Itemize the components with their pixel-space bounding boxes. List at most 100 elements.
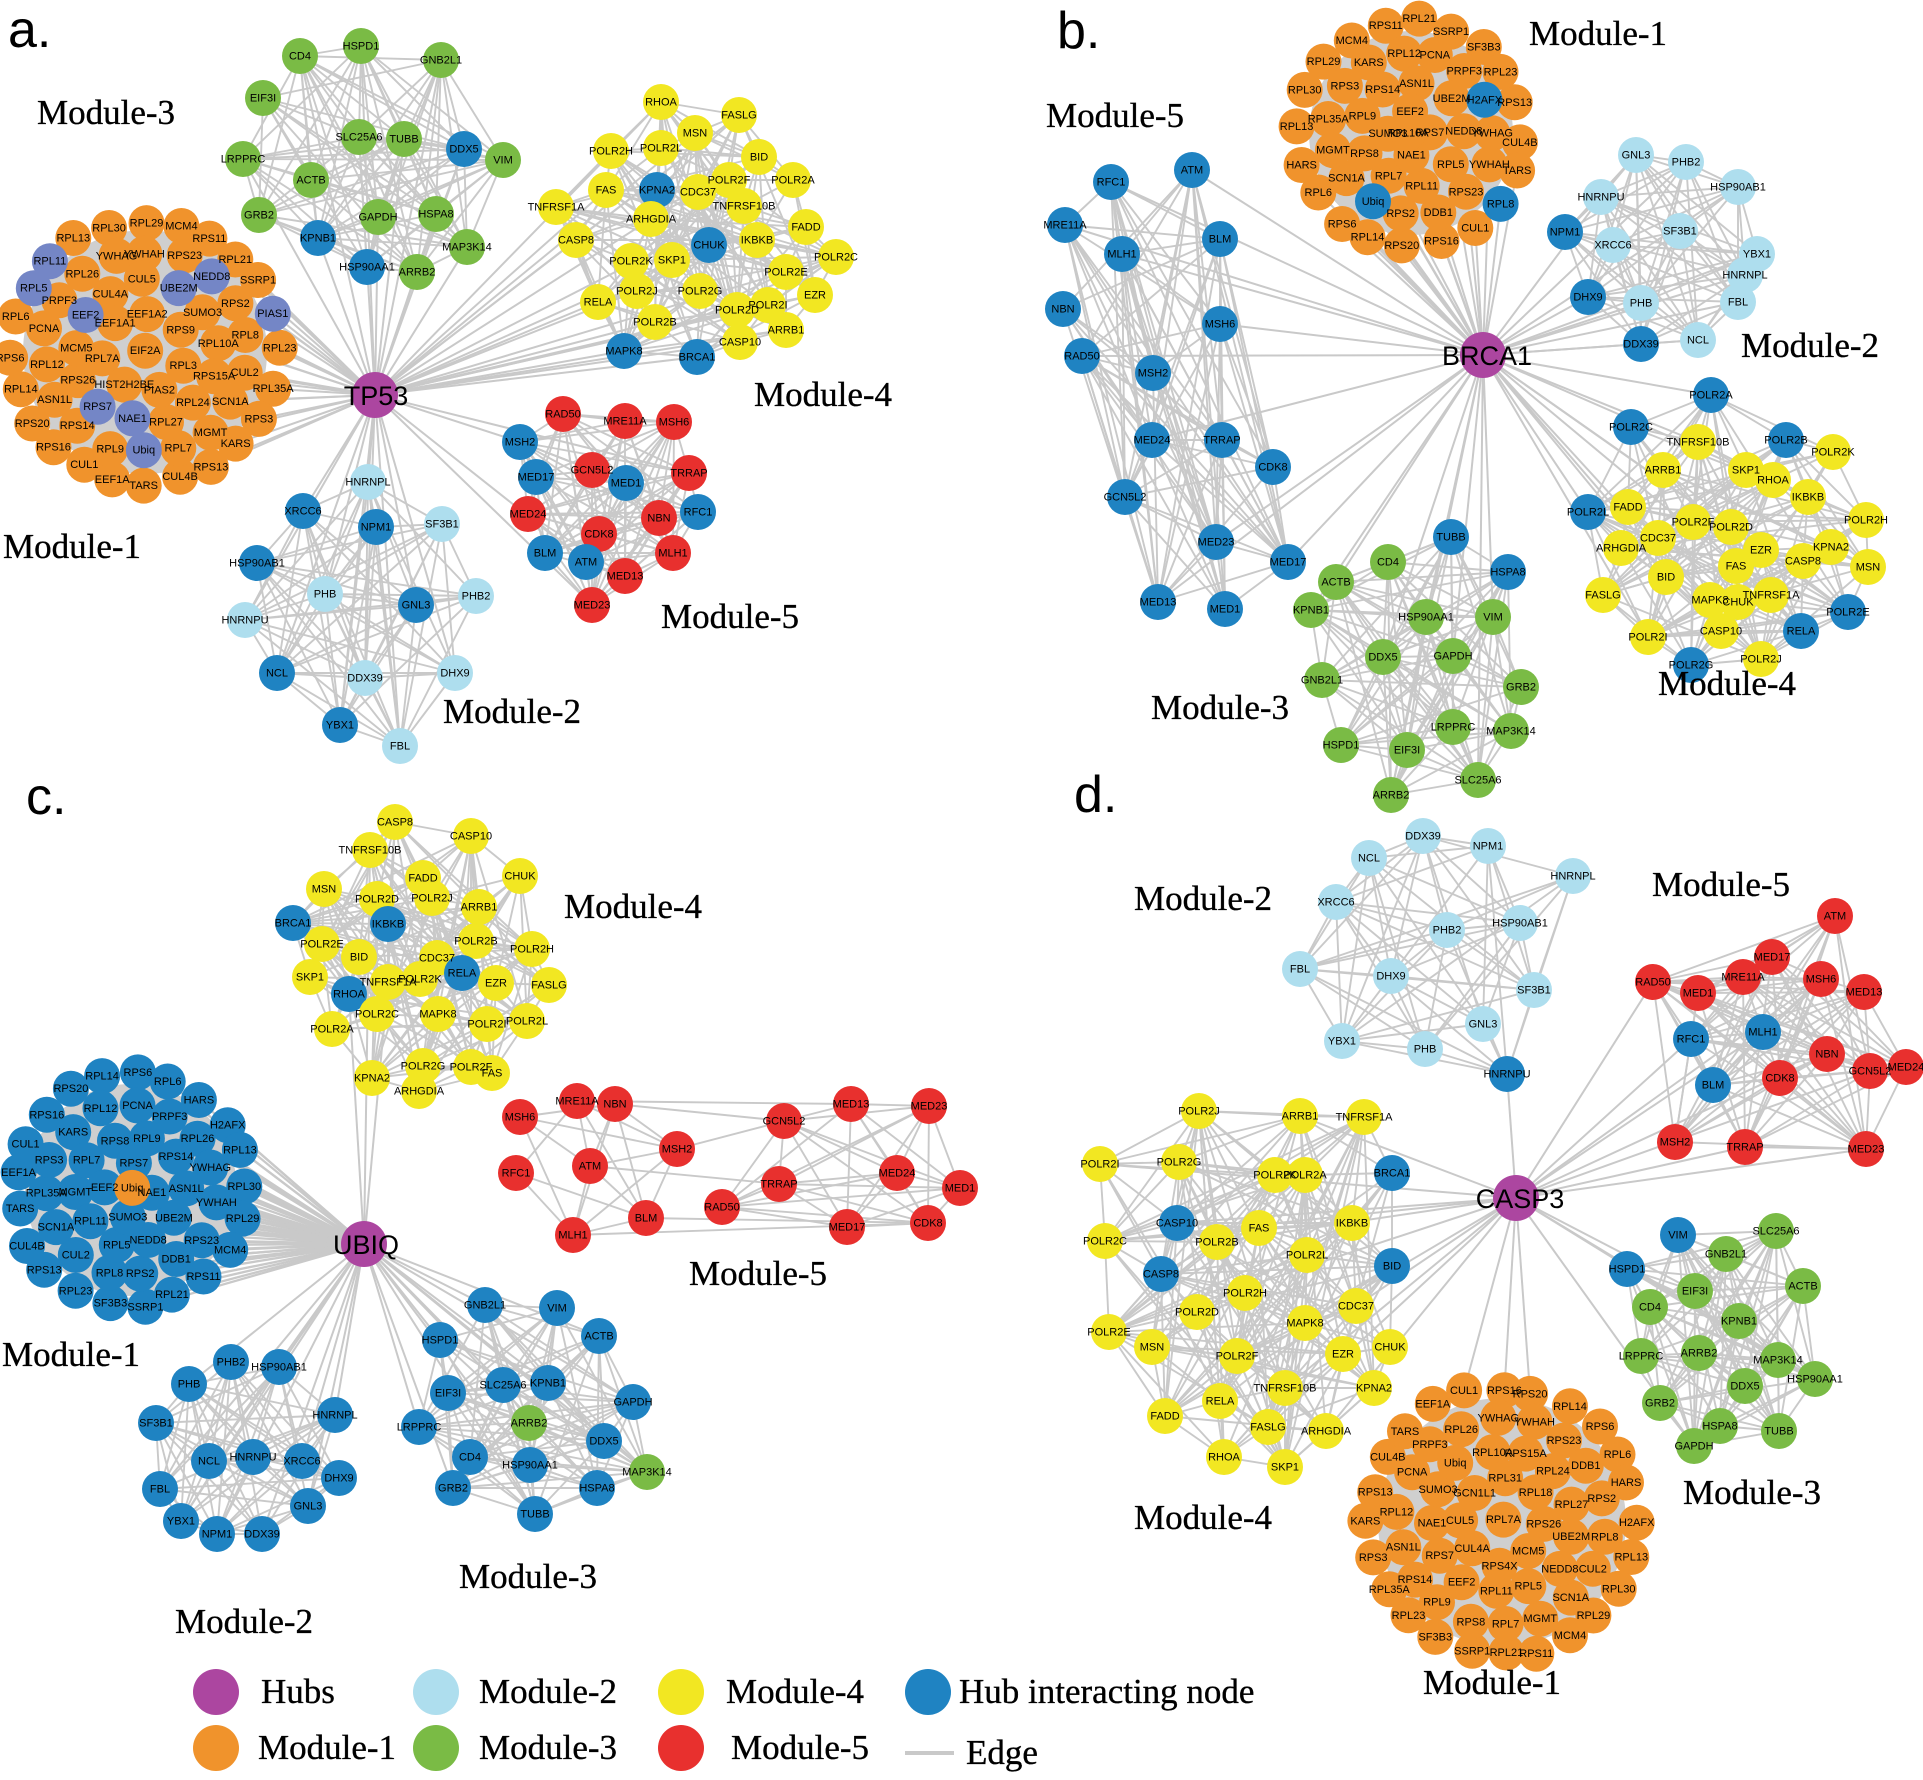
svg-text:CDC37: CDC37: [680, 187, 716, 199]
svg-text:DDB1: DDB1: [1571, 1460, 1600, 1472]
svg-text:Module-1: Module-1: [1529, 14, 1667, 53]
svg-text:EZR: EZR: [1332, 1349, 1354, 1361]
svg-text:DDX39: DDX39: [347, 673, 382, 685]
svg-text:RPL9: RPL9: [96, 444, 124, 456]
svg-text:EZR: EZR: [1750, 545, 1772, 557]
svg-text:EIF3I: EIF3I: [250, 93, 276, 105]
svg-text:RAD50: RAD50: [545, 409, 580, 421]
svg-text:RFC1: RFC1: [1677, 1034, 1706, 1046]
svg-text:RPS13: RPS13: [1497, 97, 1532, 109]
svg-text:RPL27: RPL27: [149, 417, 183, 429]
svg-text:CDK8: CDK8: [584, 529, 613, 541]
svg-text:GNB2L1: GNB2L1: [420, 55, 462, 67]
svg-text:KARS: KARS: [1354, 57, 1384, 69]
svg-text:RPL6: RPL6: [154, 1076, 182, 1088]
svg-text:RPL13: RPL13: [1280, 121, 1314, 133]
svg-text:IKBKB: IKBKB: [372, 919, 404, 931]
svg-text:BLM: BLM: [635, 1213, 658, 1225]
svg-text:GRB2: GRB2: [438, 1483, 468, 1495]
svg-text:HSP90AB1: HSP90AB1: [1710, 182, 1766, 194]
svg-text:RPL8: RPL8: [232, 330, 260, 342]
svg-text:CD4: CD4: [1639, 1302, 1661, 1314]
svg-text:NCL: NCL: [1687, 335, 1709, 347]
svg-text:RPL14: RPL14: [85, 1071, 119, 1083]
svg-text:RHOA: RHOA: [1757, 475, 1789, 487]
svg-text:RPL13: RPL13: [1614, 1552, 1648, 1564]
svg-text:RPL35A: RPL35A: [1308, 114, 1350, 126]
svg-text:RPL12: RPL12: [1380, 1506, 1414, 1518]
svg-text:LRPPRC: LRPPRC: [397, 1422, 442, 1434]
svg-text:CDC37: CDC37: [419, 953, 455, 965]
svg-text:Module-3: Module-3: [459, 1557, 597, 1596]
svg-text:EZR: EZR: [804, 290, 826, 302]
svg-text:Edge: Edge: [966, 1733, 1038, 1772]
svg-text:SUMO3: SUMO3: [1368, 128, 1407, 140]
svg-text:NPM1: NPM1: [1473, 841, 1504, 853]
svg-text:RPS16: RPS16: [36, 442, 71, 454]
svg-text:TNFRSF1A: TNFRSF1A: [528, 202, 586, 214]
svg-text:RPS11: RPS11: [192, 233, 226, 245]
svg-text:HSP90AA1: HSP90AA1: [339, 262, 395, 274]
svg-text:RPL9: RPL9: [133, 1133, 161, 1145]
svg-text:POLR2A: POLR2A: [1283, 1170, 1327, 1182]
svg-text:ATM: ATM: [1181, 165, 1203, 177]
svg-text:RPS3: RPS3: [1359, 1552, 1388, 1564]
svg-text:SSRP1: SSRP1: [127, 1301, 163, 1313]
svg-text:ASN1L: ASN1L: [1386, 1542, 1421, 1554]
svg-text:RPL5: RPL5: [1437, 159, 1465, 171]
svg-text:MSH6: MSH6: [1806, 974, 1837, 986]
svg-text:GAPDH: GAPDH: [1433, 651, 1472, 663]
svg-text:POLR2D: POLR2D: [715, 305, 759, 317]
svg-text:YBX1: YBX1: [167, 1516, 195, 1528]
svg-text:GAPDH: GAPDH: [1674, 1441, 1713, 1453]
svg-text:PHB: PHB: [178, 1379, 201, 1391]
svg-text:POLR2E: POLR2E: [300, 939, 343, 951]
svg-text:Module-1: Module-1: [2, 1335, 140, 1374]
svg-text:PCNA: PCNA: [29, 323, 60, 335]
svg-text:RPL9: RPL9: [1423, 1597, 1451, 1609]
svg-text:MGMT: MGMT: [58, 1187, 92, 1199]
svg-text:TNFRSF1A: TNFRSF1A: [1743, 590, 1801, 602]
svg-text:Module-5: Module-5: [731, 1728, 869, 1767]
svg-text:EEF1A2: EEF1A2: [127, 309, 168, 321]
svg-text:ARRB1: ARRB1: [1282, 1111, 1319, 1123]
svg-text:SLC25A6: SLC25A6: [1454, 775, 1501, 787]
svg-text:PIAS1: PIAS1: [257, 308, 288, 320]
svg-text:YBX1: YBX1: [1743, 249, 1771, 261]
svg-text:CASP10: CASP10: [719, 337, 761, 349]
svg-text:UBE2M: UBE2M: [1552, 1531, 1590, 1543]
svg-text:RPL29: RPL29: [1577, 1610, 1611, 1622]
svg-text:MCM4: MCM4: [1336, 35, 1368, 47]
svg-text:SCN1A: SCN1A: [38, 1222, 75, 1234]
svg-text:SF3B3: SF3B3: [1467, 42, 1501, 54]
svg-text:SKP1: SKP1: [1732, 465, 1760, 477]
svg-text:RPS6: RPS6: [1586, 1421, 1615, 1433]
svg-text:RPS7: RPS7: [1416, 127, 1445, 139]
svg-text:MED24: MED24: [510, 509, 547, 521]
svg-text:FBL: FBL: [150, 1484, 170, 1496]
svg-text:Module-4: Module-4: [754, 375, 892, 414]
svg-text:FBL: FBL: [1290, 964, 1310, 976]
svg-text:POLR2J: POLR2J: [1740, 654, 1782, 666]
svg-text:HNRNPU: HNRNPU: [229, 1452, 276, 1464]
svg-text:NEDD8: NEDD8: [129, 1235, 166, 1247]
svg-text:GNL3: GNL3: [294, 1501, 323, 1513]
svg-text:CUL1: CUL1: [12, 1139, 40, 1151]
svg-text:MSH2: MSH2: [662, 1144, 693, 1156]
svg-text:KPNA2: KPNA2: [639, 185, 675, 197]
svg-text:CUL2: CUL2: [231, 367, 259, 379]
svg-text:RPL8: RPL8: [96, 1267, 124, 1279]
svg-text:RPL10A: RPL10A: [1472, 1447, 1514, 1459]
svg-text:EIF3I: EIF3I: [1682, 1286, 1708, 1298]
svg-text:SLC25A6: SLC25A6: [1752, 1226, 1799, 1238]
svg-text:DDB1: DDB1: [162, 1254, 191, 1266]
svg-text:Module-4: Module-4: [1658, 664, 1796, 703]
svg-text:RELA: RELA: [448, 968, 477, 980]
svg-text:TARS: TARS: [1391, 1426, 1420, 1438]
svg-text:RPS16: RPS16: [1487, 1385, 1522, 1397]
svg-text:RPL23: RPL23: [263, 342, 297, 354]
svg-text:RPS23: RPS23: [184, 1235, 219, 1247]
svg-text:RPL30: RPL30: [227, 1181, 261, 1193]
svg-text:MED17: MED17: [1754, 952, 1791, 964]
svg-text:RPS14: RPS14: [1398, 1574, 1433, 1586]
